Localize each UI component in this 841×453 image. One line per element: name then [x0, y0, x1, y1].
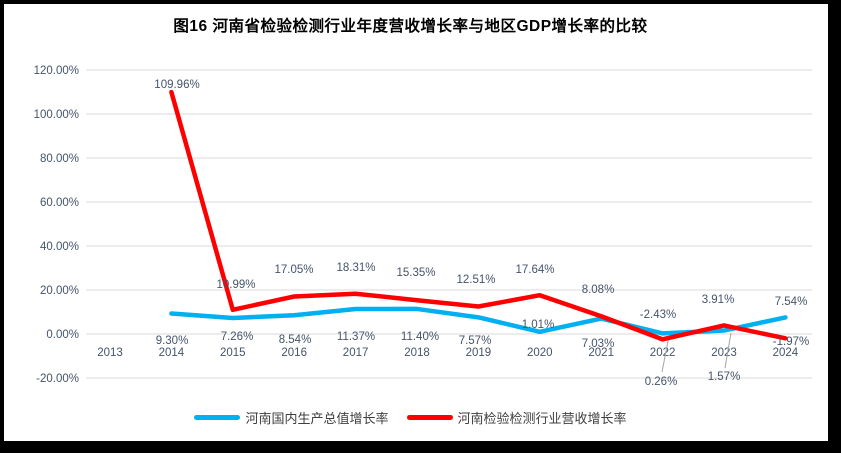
frame-border-bottom: [0, 441, 841, 453]
frame-border-left: [0, 0, 4, 453]
svg-text:0.00%: 0.00%: [46, 329, 79, 341]
chart-title: 图16 河南省检验检测行业年度营收增长率与地区GDP增长率的比较: [173, 18, 648, 35]
legend-line-swatch-red: [406, 414, 453, 420]
svg-text:100.00%: 100.00%: [34, 109, 79, 121]
svg-text:2013: 2013: [97, 347, 123, 359]
svg-text:2016: 2016: [281, 347, 307, 359]
svg-text:60.00%: 60.00%: [40, 197, 79, 209]
svg-text:8.08%: 8.08%: [582, 284, 615, 296]
svg-text:7.03%: 7.03%: [582, 338, 615, 350]
svg-text:120.00%: 120.00%: [34, 65, 79, 77]
frame-border-right: [828, 0, 841, 453]
svg-text:0.26%: 0.26%: [645, 376, 678, 388]
svg-text:17.64%: 17.64%: [515, 264, 554, 276]
svg-text:7.57%: 7.57%: [459, 335, 492, 347]
svg-text:3.91%: 3.91%: [702, 294, 735, 306]
legend-label-gdp-growth: 河南国内生产总值增长率: [245, 410, 389, 426]
svg-text:40.00%: 40.00%: [40, 241, 79, 253]
frame-border-top: [0, 0, 841, 4]
svg-text:17.05%: 17.05%: [274, 264, 313, 276]
svg-text:2017: 2017: [343, 347, 369, 359]
svg-text:-1.97%: -1.97%: [773, 336, 809, 348]
svg-text:2018: 2018: [404, 347, 430, 359]
svg-text:15.35%: 15.35%: [396, 267, 435, 279]
svg-text:2015: 2015: [220, 347, 246, 359]
svg-text:80.00%: 80.00%: [40, 153, 79, 165]
svg-text:8.54%: 8.54%: [279, 334, 312, 346]
svg-text:12.51%: 12.51%: [456, 274, 495, 286]
svg-text:11.40%: 11.40%: [401, 331, 439, 343]
legend-label-revenue-growth: 河南检验检测行业营收增长率: [457, 410, 627, 426]
svg-text:11.37%: 11.37%: [337, 331, 375, 343]
svg-text:-2.43%: -2.43%: [640, 309, 676, 321]
svg-text:10.99%: 10.99%: [216, 279, 255, 291]
svg-text:1.57%: 1.57%: [708, 371, 741, 383]
svg-text:1.01%: 1.01%: [522, 319, 555, 331]
svg-text:-20.00%: -20.00%: [36, 373, 79, 385]
chart-legend: 河南国内生产总值增长率 河南检验检测行业营收增长率: [20, 403, 801, 431]
svg-text:2019: 2019: [466, 347, 492, 359]
svg-text:9.30%: 9.30%: [156, 335, 189, 347]
svg-text:2021: 2021: [588, 347, 614, 359]
legend-line-swatch-blue: [194, 414, 241, 420]
legend-item-gdp-growth: 河南国内生产总值增长率: [194, 408, 389, 427]
svg-text:2024: 2024: [773, 347, 799, 359]
svg-text:7.54%: 7.54%: [775, 296, 808, 308]
svg-text:2023: 2023: [711, 347, 737, 359]
svg-text:18.31%: 18.31%: [336, 262, 375, 274]
svg-text:2022: 2022: [650, 347, 676, 359]
svg-text:2020: 2020: [527, 347, 553, 359]
svg-text:2014: 2014: [159, 347, 185, 359]
svg-text:20.00%: 20.00%: [40, 285, 79, 297]
svg-text:109.96%: 109.96%: [154, 79, 199, 91]
svg-text:7.26%: 7.26%: [221, 331, 254, 343]
legend-item-revenue-growth: 河南检验检测行业营收增长率: [406, 408, 627, 427]
